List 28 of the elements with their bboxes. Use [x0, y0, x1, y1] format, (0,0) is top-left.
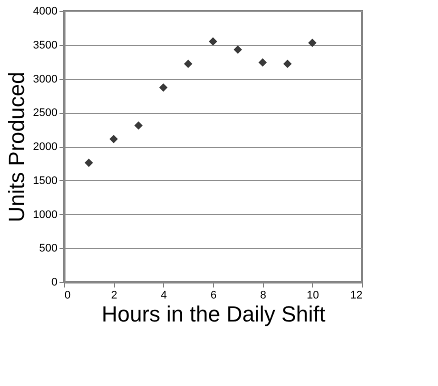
x-tick-label: 0 — [64, 290, 71, 302]
y-tick-label: 500 — [39, 242, 58, 255]
point — [84, 158, 94, 167]
y-tick-label: 2500 — [33, 107, 58, 120]
point — [208, 37, 218, 46]
y-tick-label: 2000 — [33, 141, 58, 153]
x-tick-label: 10 — [306, 290, 319, 302]
point — [159, 83, 168, 92]
x-tick-label: 12 — [350, 290, 362, 302]
x-tick-label: 6 — [210, 290, 217, 302]
x-tick-label: 4 — [160, 290, 167, 302]
point — [308, 38, 317, 48]
point — [134, 121, 143, 130]
point — [283, 60, 292, 68]
x-axis-title: Hours in the Daily Shift — [102, 302, 326, 326]
y-tick-label: 3500 — [33, 39, 58, 52]
point — [184, 60, 192, 68]
y-tick-label: 1500 — [33, 174, 58, 187]
y-axis-title: Units Produced — [4, 72, 30, 222]
point — [109, 134, 118, 144]
point — [258, 58, 267, 67]
y-tick-label: 1000 — [33, 208, 58, 221]
y-tick-label: 0 — [51, 276, 58, 288]
y-tick-label: 4000 — [33, 6, 58, 18]
y-tick-label: 3000 — [33, 73, 58, 86]
x-tick-label: 2 — [111, 290, 118, 302]
x-tick-label: 8 — [260, 290, 266, 302]
point — [234, 45, 242, 54]
